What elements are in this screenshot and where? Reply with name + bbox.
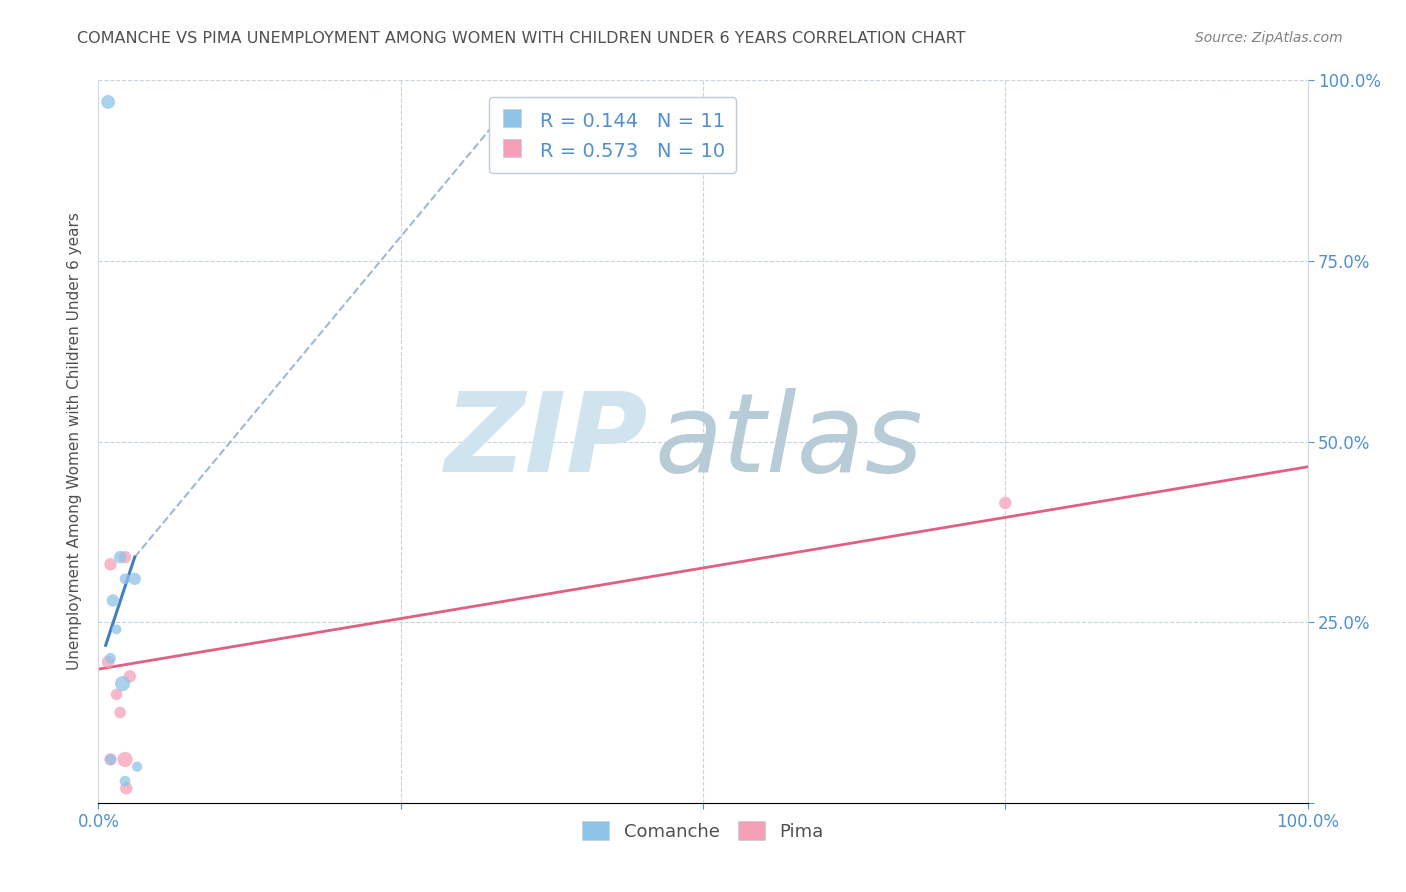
Point — [114, 572, 136, 586]
Point — [108, 550, 131, 565]
Point — [97, 655, 120, 669]
Text: ZIP: ZIP — [446, 388, 648, 495]
Point — [101, 593, 124, 607]
Point — [105, 687, 128, 701]
Point — [100, 752, 122, 766]
Point — [100, 651, 122, 665]
Point — [108, 706, 131, 720]
Point — [100, 752, 122, 766]
Point — [118, 669, 141, 683]
Text: Source: ZipAtlas.com: Source: ZipAtlas.com — [1195, 31, 1343, 45]
Point — [124, 572, 146, 586]
Text: COMANCHE VS PIMA UNEMPLOYMENT AMONG WOMEN WITH CHILDREN UNDER 6 YEARS CORRELATIO: COMANCHE VS PIMA UNEMPLOYMENT AMONG WOME… — [77, 31, 966, 46]
Legend: Comanche, Pima: Comanche, Pima — [575, 814, 831, 848]
Point — [114, 774, 136, 789]
Point — [97, 95, 120, 109]
Y-axis label: Unemployment Among Women with Children Under 6 years: Unemployment Among Women with Children U… — [67, 212, 83, 671]
Text: atlas: atlas — [655, 388, 924, 495]
Point — [127, 760, 149, 774]
Point — [111, 676, 134, 690]
Point — [100, 558, 122, 572]
Point — [114, 752, 136, 766]
Point — [105, 623, 128, 637]
Point — [115, 781, 138, 796]
Point — [114, 550, 136, 565]
Point — [994, 496, 1017, 510]
